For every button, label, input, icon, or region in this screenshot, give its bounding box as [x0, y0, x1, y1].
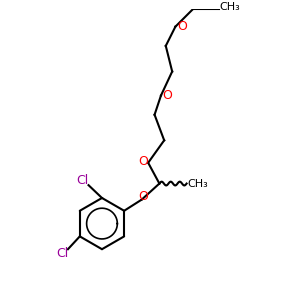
- Text: Cl: Cl: [56, 248, 68, 260]
- Text: O: O: [138, 154, 148, 168]
- Text: O: O: [162, 89, 172, 102]
- Text: CH₃: CH₃: [220, 2, 240, 13]
- Text: Cl: Cl: [76, 174, 89, 187]
- Text: O: O: [138, 190, 148, 203]
- Text: O: O: [177, 20, 187, 33]
- Text: CH₃: CH₃: [188, 178, 208, 189]
